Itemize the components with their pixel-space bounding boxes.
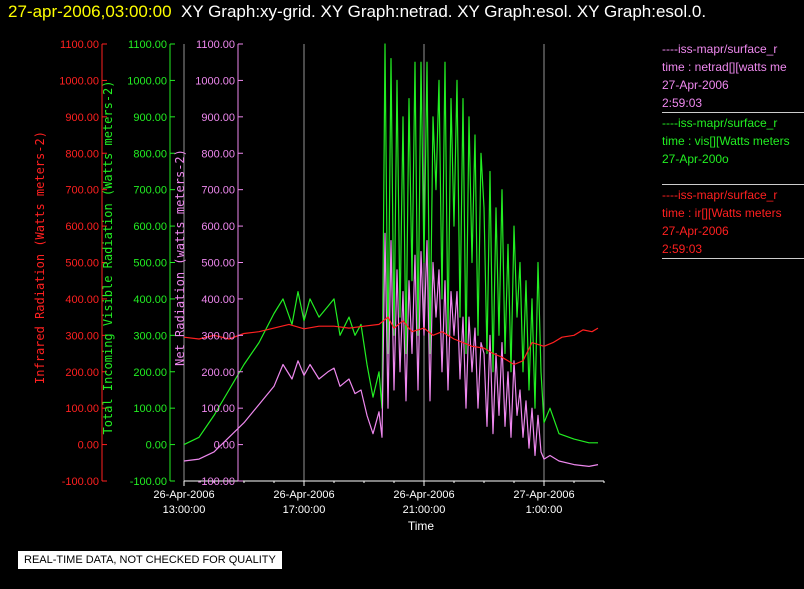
y-tick-label-vis-9: 200.00	[133, 367, 167, 379]
y-axis-label-vis: Total Incoming Visible Radiation (Watts …	[101, 80, 115, 434]
y-tick-label-ir-4: 700.00	[65, 185, 99, 197]
y-tick-label-ir-9: 200.00	[65, 367, 99, 379]
y-tick-label-vis-4: 700.00	[133, 185, 167, 197]
x-tick-label-time-1: 17:00:00	[283, 504, 326, 516]
legend-separator-2	[662, 258, 804, 259]
series-layer	[183, 43, 599, 467]
y-tick-label-ir-2: 900.00	[65, 112, 99, 124]
x-tick-label-time-2: 21:00:00	[403, 504, 446, 516]
quality-notice: REAL-TIME DATA, NOT CHECKED FOR QUALITY	[18, 551, 282, 569]
y-tick-label-net-0: 1100.00	[196, 39, 235, 51]
series-line-vis	[183, 43, 598, 446]
page-title: 27-apr-2006,03:00:00 XY Graph:xy-grid. X…	[8, 2, 706, 22]
x-tick-label-time-3: 1:00:00	[526, 504, 563, 516]
legend-entry-2-line-0: ----iss-mapr/surface_r	[662, 188, 778, 202]
y-tick-label-net-11: 0.00	[214, 440, 235, 452]
title-graph-list: XY Graph:xy-grid. XY Graph:netrad. XY Gr…	[180, 2, 707, 21]
y-tick-label-net-3: 800.00	[201, 148, 235, 160]
x-tick-label-date-3: 27-Apr-2006	[513, 489, 574, 501]
y-axis-label-net: Net Radiation (watts meters-2)	[173, 149, 187, 366]
y-tick-label-vis-8: 300.00	[133, 330, 167, 342]
y-tick-label-net-9: 200.00	[201, 367, 235, 379]
y-tick-label-net-6: 500.00	[201, 258, 235, 270]
legend-separator-0	[662, 112, 804, 113]
y-tick-label-ir-0: 1100.00	[60, 39, 99, 51]
legend-entry-0-line-0: ----iss-mapr/surface_r	[662, 42, 778, 56]
legend-entry-2-line-3: 2:59:03	[662, 242, 703, 256]
legend-entry-2-line-1: time : ir[][Watts meters	[662, 206, 782, 220]
title-date: 27-apr-2006,03:00:00	[8, 2, 172, 21]
x-tick-label-date-1: 26-Apr-2006	[273, 489, 334, 501]
y-tick-label-net-2: 900.00	[201, 112, 235, 124]
y-tick-label-net-12: -100.00	[198, 476, 235, 488]
y-tick-label-net-7: 400.00	[201, 294, 235, 306]
y-tick-label-ir-10: 100.00	[65, 403, 99, 415]
legend-separator-1	[662, 184, 804, 185]
y-tick-label-net-10: 100.00	[201, 403, 235, 415]
series-line-net	[183, 232, 599, 467]
legend-entry-1-line-0: ----iss-mapr/surface_r	[662, 116, 778, 130]
legend-entry-2-line-2: 27-Apr-2006	[662, 224, 729, 238]
x-tick-label-time-0: 13:00:00	[163, 504, 206, 516]
y-tick-label-net-8: 300.00	[201, 330, 235, 342]
y-axis-label-ir: Infrared Radiation (Watts meters-2)	[33, 131, 47, 384]
y-tick-label-vis-10: 100.00	[133, 403, 167, 415]
y-tick-label-vis-1: 1000.00	[127, 75, 167, 87]
x-tick-label-date-2: 26-Apr-2006	[393, 489, 454, 501]
legend-entry-0-line-1: time : netrad[][watts me	[662, 60, 787, 74]
y-tick-label-net-5: 600.00	[201, 221, 235, 233]
y-tick-label-vis-11: 0.00	[146, 440, 167, 452]
legend-entry-0-line-3: 2:59:03	[662, 96, 703, 110]
y-tick-label-vis-5: 600.00	[133, 221, 167, 233]
y-tick-label-ir-3: 800.00	[65, 148, 99, 160]
y-tick-label-ir-8: 300.00	[65, 330, 99, 342]
series-line-ir	[183, 316, 599, 366]
y-tick-label-vis-3: 800.00	[133, 148, 167, 160]
axes-layer: 26-Apr-2006 13:00:00 26-Apr-2006 17:00:00 26…	[33, 39, 605, 516]
y-tick-label-ir-7: 400.00	[65, 294, 99, 306]
y-tick-label-ir-6: 500.00	[65, 258, 99, 270]
x-axis-label: Time	[408, 519, 435, 533]
y-tick-label-net-4: 700.00	[201, 185, 235, 197]
y-tick-label-vis-7: 400.00	[133, 294, 167, 306]
legend-entry-1-line-1: time : vis[][Watts meters	[662, 134, 790, 148]
y-tick-label-ir-5: 600.00	[65, 221, 99, 233]
y-tick-label-net-1: 1000.00	[195, 75, 235, 87]
y-tick-label-vis-0: 1100.00	[128, 39, 167, 51]
y-tick-label-ir-12: -100.00	[62, 476, 99, 488]
x-tick-label-date-0: 26-Apr-2006	[153, 489, 214, 501]
y-tick-label-ir-11: 0.00	[78, 440, 99, 452]
legend-entry-0-line-2: 27-Apr-2006	[662, 78, 729, 92]
y-tick-label-ir-1: 1000.00	[59, 75, 99, 87]
legend-entry-1-line-2: 27-Apr-200o	[662, 152, 729, 166]
y-tick-label-vis-6: 500.00	[133, 258, 167, 270]
y-tick-label-vis-12: -100.00	[130, 476, 167, 488]
y-tick-label-vis-2: 900.00	[133, 112, 167, 124]
